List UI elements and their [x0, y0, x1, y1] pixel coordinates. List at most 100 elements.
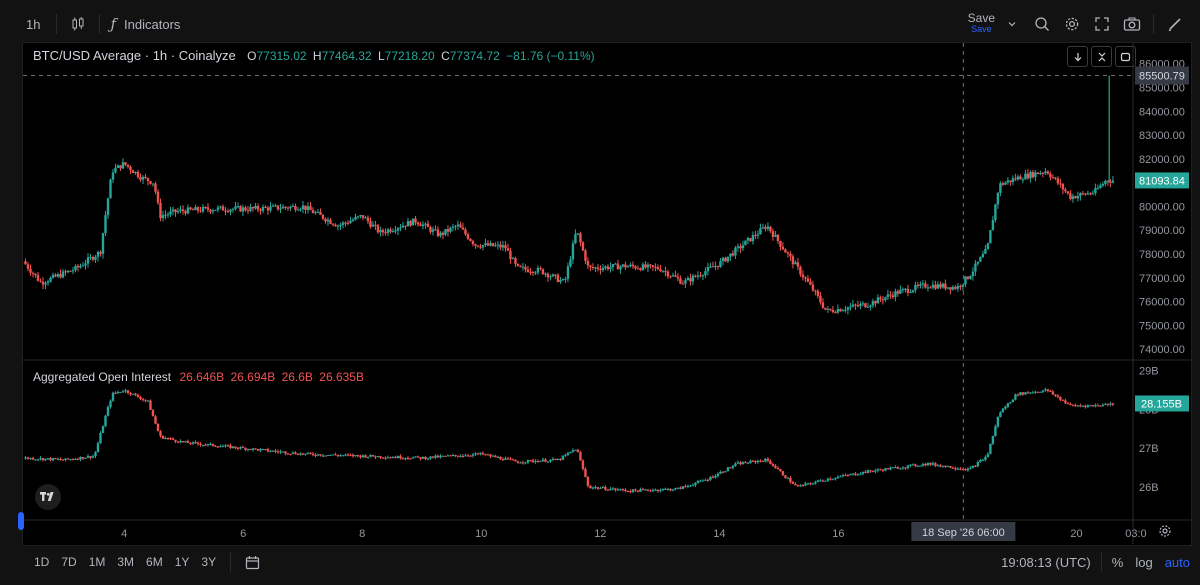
- oi-candle: [996, 417, 1000, 427]
- price-candle: [311, 210, 315, 214]
- oi-candle: [1044, 389, 1047, 391]
- range-3m[interactable]: 3M: [117, 555, 135, 569]
- price-candle: [531, 271, 535, 273]
- percent-toggle[interactable]: %: [1111, 554, 1124, 570]
- range-1y[interactable]: 1Y: [174, 555, 190, 569]
- range-1m[interactable]: 1M: [88, 555, 106, 569]
- price-candle: [699, 275, 702, 277]
- oi-candle: [639, 489, 642, 492]
- oi-candle: [201, 444, 205, 446]
- oi-candle: [341, 455, 345, 457]
- symbol-title[interactable]: BTC/USD Average · 1h · Coinalyze: [33, 48, 236, 63]
- camera-icon[interactable]: [1121, 13, 1143, 35]
- price-candle: [561, 279, 565, 281]
- oi-title[interactable]: Aggregated Open Interest: [33, 370, 172, 384]
- oi-candle: [696, 481, 700, 484]
- maximize-pane-icon[interactable]: [1115, 46, 1136, 67]
- candles-icon[interactable]: [67, 13, 89, 35]
- price-candle: [94, 256, 97, 260]
- price-candle: [46, 281, 50, 284]
- price-candle: [401, 225, 405, 228]
- chart-canvas[interactable]: 86000.0085000.0084000.0083000.0082000.00…: [23, 43, 1191, 545]
- range-6m[interactable]: 6M: [146, 555, 163, 569]
- price-candle: [224, 210, 227, 212]
- oi-candle: [1096, 405, 1100, 407]
- arrow-down-icon[interactable]: [1067, 46, 1088, 67]
- oi-candle: [439, 455, 442, 458]
- price-candle: [446, 229, 450, 232]
- price-candle: [471, 240, 475, 245]
- range-7d[interactable]: 7D: [61, 555, 77, 569]
- utc-clock[interactable]: 19:08:13 (UTC): [1001, 554, 1091, 570]
- price-candle: [71, 270, 75, 272]
- oi-last-value-label: 28.155B: [1141, 398, 1182, 410]
- price-candle: [166, 214, 170, 216]
- tradingview-logo[interactable]: [35, 484, 61, 510]
- price-tick-label: 78000.00: [1139, 249, 1185, 261]
- price-candle: [319, 211, 322, 215]
- oi-candle: [1036, 391, 1040, 393]
- save-button[interactable]: Save Save: [968, 12, 995, 35]
- price-tick-label: 85000.00: [1139, 82, 1185, 94]
- range-1d[interactable]: 1D: [34, 555, 50, 569]
- oi-candle: [274, 450, 277, 452]
- chevron-down-icon[interactable]: [1001, 13, 1023, 35]
- chart-area[interactable]: 86000.00 85000.00 84000.00 83000.00 82000.00…: [22, 42, 1192, 546]
- price-candle: [349, 220, 352, 224]
- price-candle: [329, 219, 332, 224]
- oi-candle: [1041, 390, 1045, 392]
- interval-button[interactable]: 1h: [26, 16, 41, 32]
- price-candle: [526, 269, 530, 272]
- oi-candle: [1001, 408, 1005, 413]
- oi-candle: [511, 459, 515, 461]
- price-candle: [441, 232, 445, 235]
- price-candle: [674, 275, 677, 277]
- oi-candle: [654, 489, 657, 491]
- oi-candle: [389, 457, 392, 459]
- oi-candle: [249, 449, 252, 451]
- oi-candle: [151, 409, 155, 417]
- price-candle: [769, 226, 772, 232]
- price-candle: [369, 221, 372, 227]
- price-candle: [101, 233, 105, 254]
- oi-candle: [396, 456, 400, 458]
- price-candle: [1006, 180, 1010, 183]
- price-candle: [739, 246, 742, 249]
- price-candle: [179, 209, 182, 211]
- collapse-icon[interactable]: [1091, 46, 1112, 67]
- price-tick-label: 75000.00: [1139, 320, 1185, 332]
- range-3y[interactable]: 3Y: [201, 555, 217, 569]
- quick-search-icon[interactable]: [1031, 13, 1053, 35]
- price-candle: [546, 273, 550, 278]
- calendar-icon[interactable]: [241, 551, 263, 573]
- oi-candle: [96, 443, 100, 453]
- price-candle: [254, 205, 257, 209]
- price-candle: [516, 263, 520, 266]
- oi-candle: [704, 479, 707, 481]
- price-candle: [831, 309, 835, 313]
- oi-candle: [989, 443, 992, 454]
- oi-candle: [121, 391, 125, 393]
- oi-candle: [104, 415, 107, 427]
- indicators-button[interactable]: ƒ Indicators: [110, 15, 180, 33]
- oi-candle: [486, 454, 490, 456]
- oi-candle: [1099, 405, 1102, 407]
- oi-candle: [319, 454, 322, 456]
- scale-settings-icon[interactable]: [1155, 521, 1175, 541]
- oi-candle: [674, 488, 677, 490]
- pencil-icon[interactable]: [1164, 13, 1186, 35]
- oi-candle: [711, 476, 715, 478]
- price-candle: [144, 176, 147, 178]
- log-toggle[interactable]: log: [1135, 554, 1153, 570]
- price-candle: [656, 266, 660, 270]
- price-candle: [514, 258, 517, 264]
- price-candle: [456, 224, 460, 227]
- price-candle: [986, 243, 990, 250]
- drawing-panel-handle[interactable]: [18, 512, 24, 530]
- fullscreen-icon[interactable]: [1091, 13, 1113, 35]
- price-candle: [971, 271, 975, 277]
- price-candle: [489, 243, 492, 246]
- auto-toggle[interactable]: auto: [1164, 554, 1190, 570]
- price-candle: [634, 266, 637, 269]
- gear-icon[interactable]: [1061, 13, 1083, 35]
